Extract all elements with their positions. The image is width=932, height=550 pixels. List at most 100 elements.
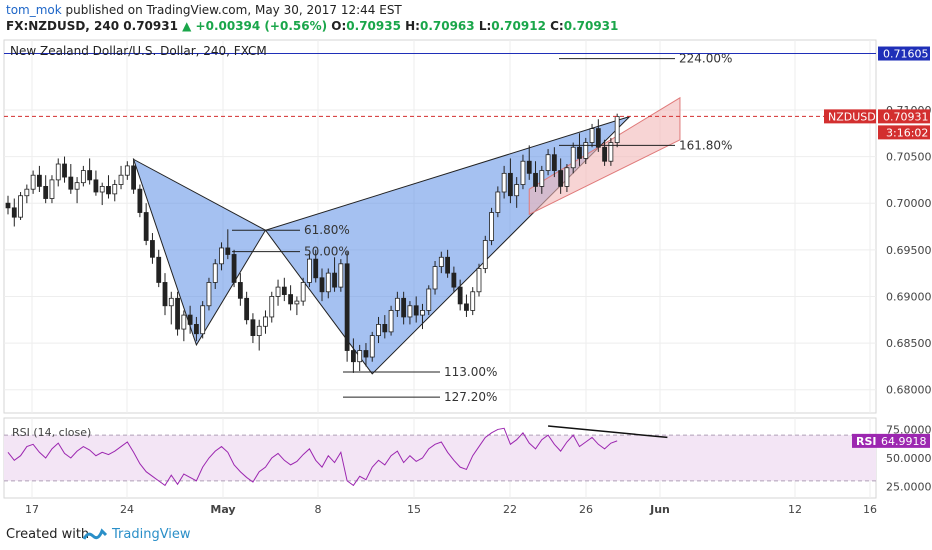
candle-up xyxy=(24,188,30,197)
price-tick-label: 0.69000 xyxy=(886,290,932,303)
candle-up xyxy=(256,325,262,337)
candle-down xyxy=(250,319,256,337)
candle-down xyxy=(175,297,180,330)
candle-up xyxy=(49,179,55,199)
candle-up xyxy=(357,350,363,363)
candle-down xyxy=(413,305,419,316)
candle-up xyxy=(294,300,300,305)
publish-info: tom_mok published on TradingView.com, Ma… xyxy=(6,3,402,17)
candle-up xyxy=(420,310,425,316)
footer: Created with TradingView xyxy=(0,520,932,550)
candle-up xyxy=(307,258,312,283)
rsi-badge xyxy=(852,433,930,448)
candle-up xyxy=(118,174,124,185)
target-price-badge xyxy=(878,46,930,61)
symbol-tag xyxy=(824,109,876,124)
rsi-badge-value: 64.9918 xyxy=(881,435,927,448)
price-axis[interactable]: 0.710000.705000.700000.695000.690000.685… xyxy=(852,46,932,494)
candle-down xyxy=(457,286,463,305)
candle-down xyxy=(237,282,243,299)
candle-down xyxy=(106,186,111,195)
candle-down xyxy=(137,188,143,213)
candle-down xyxy=(131,165,137,190)
time-tick-label: 16 xyxy=(863,503,877,516)
candle-up xyxy=(501,172,507,193)
candle-down xyxy=(244,297,250,321)
rsi-line xyxy=(7,427,618,487)
candle-down xyxy=(533,172,538,187)
candle-up xyxy=(206,282,212,307)
chart-canvas[interactable]: 224.00% 161.80% 61.80% 50.00% 113.00% 127.20%… xyxy=(0,36,932,520)
rsi-label: RSI (14, close) xyxy=(12,426,91,439)
time-tick-label: 24 xyxy=(120,503,134,516)
candle-up xyxy=(482,240,488,269)
time-axis[interactable]: 17 24 May 8 15 22 26 Jun 12 16 xyxy=(25,503,877,516)
price-tick-label: 0.68500 xyxy=(886,337,932,350)
xab-triangle xyxy=(132,158,267,347)
candle-up xyxy=(432,266,438,290)
symbol-info: FX:NZDUSD, 240 0.70931 ▲ +0.00394 (+0.56… xyxy=(6,19,618,33)
rsi-tick-label: 25.0000 xyxy=(886,481,932,494)
low-label: L: xyxy=(478,19,492,33)
price-tick-label: 0.70500 xyxy=(886,151,932,164)
time-tick-label: 8 xyxy=(315,503,322,516)
candle-up xyxy=(489,212,494,241)
time-tick-label: 26 xyxy=(579,503,593,516)
candle-up xyxy=(438,256,444,267)
candle-up xyxy=(589,128,595,143)
tradingview-brand[interactable]: TradingView xyxy=(112,527,191,542)
candle-down xyxy=(150,240,155,258)
candle-down xyxy=(551,154,557,171)
candle-up xyxy=(545,154,551,171)
candle-up xyxy=(55,163,61,181)
author-name[interactable]: tom_mok xyxy=(6,3,62,17)
candle-down xyxy=(382,324,388,333)
countdown-value: 3:16:02 xyxy=(886,126,928,139)
low-value: 0.70912 xyxy=(491,19,546,33)
candle-down xyxy=(451,272,457,288)
fib-label: 161.80% xyxy=(679,138,732,152)
candle-up xyxy=(407,305,413,318)
candle-up xyxy=(275,286,281,297)
countdown-badge xyxy=(878,125,930,140)
candle-up xyxy=(520,160,526,185)
candle-down xyxy=(401,297,407,318)
candle-down xyxy=(231,254,237,283)
candle-up xyxy=(376,324,381,337)
candle-up xyxy=(18,195,23,218)
close-value: 0.70931 xyxy=(563,19,619,33)
candle-down xyxy=(187,314,193,325)
candle-down xyxy=(281,286,287,295)
candle-up xyxy=(470,291,476,311)
candle-down xyxy=(350,350,356,363)
candle-up xyxy=(394,297,400,311)
candle-down xyxy=(363,350,369,358)
candle-down xyxy=(464,303,469,311)
price-change: +0.00394 (+0.56%) xyxy=(195,19,328,33)
time-tick-label: Jun xyxy=(649,503,670,516)
candle-down xyxy=(11,207,17,218)
fib-levels: 224.00% 161.80% 61.80% 50.00% 113.00% 127.20% xyxy=(232,52,732,404)
time-tick-label: 22 xyxy=(503,503,517,516)
time-tick-label: 12 xyxy=(788,503,802,516)
candle-up xyxy=(219,247,224,265)
price-tick-label: 0.69500 xyxy=(886,244,932,257)
candle-down xyxy=(344,263,350,351)
candle-down xyxy=(595,128,601,148)
candle-up xyxy=(614,116,620,143)
candle-down xyxy=(526,160,532,174)
candle-up xyxy=(212,263,218,283)
time-tick-label: 15 xyxy=(407,503,421,516)
price-tick-label: 0.70000 xyxy=(886,197,932,210)
price-overlays: NZDUSD xyxy=(4,53,876,124)
close-label: C: xyxy=(550,19,564,33)
candle-down xyxy=(577,146,582,159)
candle-down xyxy=(445,256,451,274)
candle-up xyxy=(300,282,306,302)
candle-up xyxy=(369,335,375,358)
candle-down xyxy=(319,277,325,293)
candle-down xyxy=(558,170,564,187)
symbol-label: FX:NZDUSD, 240 xyxy=(6,19,120,33)
publish-text: published on TradingView.com, May 30, 20… xyxy=(65,3,402,17)
candle-down xyxy=(313,258,319,279)
